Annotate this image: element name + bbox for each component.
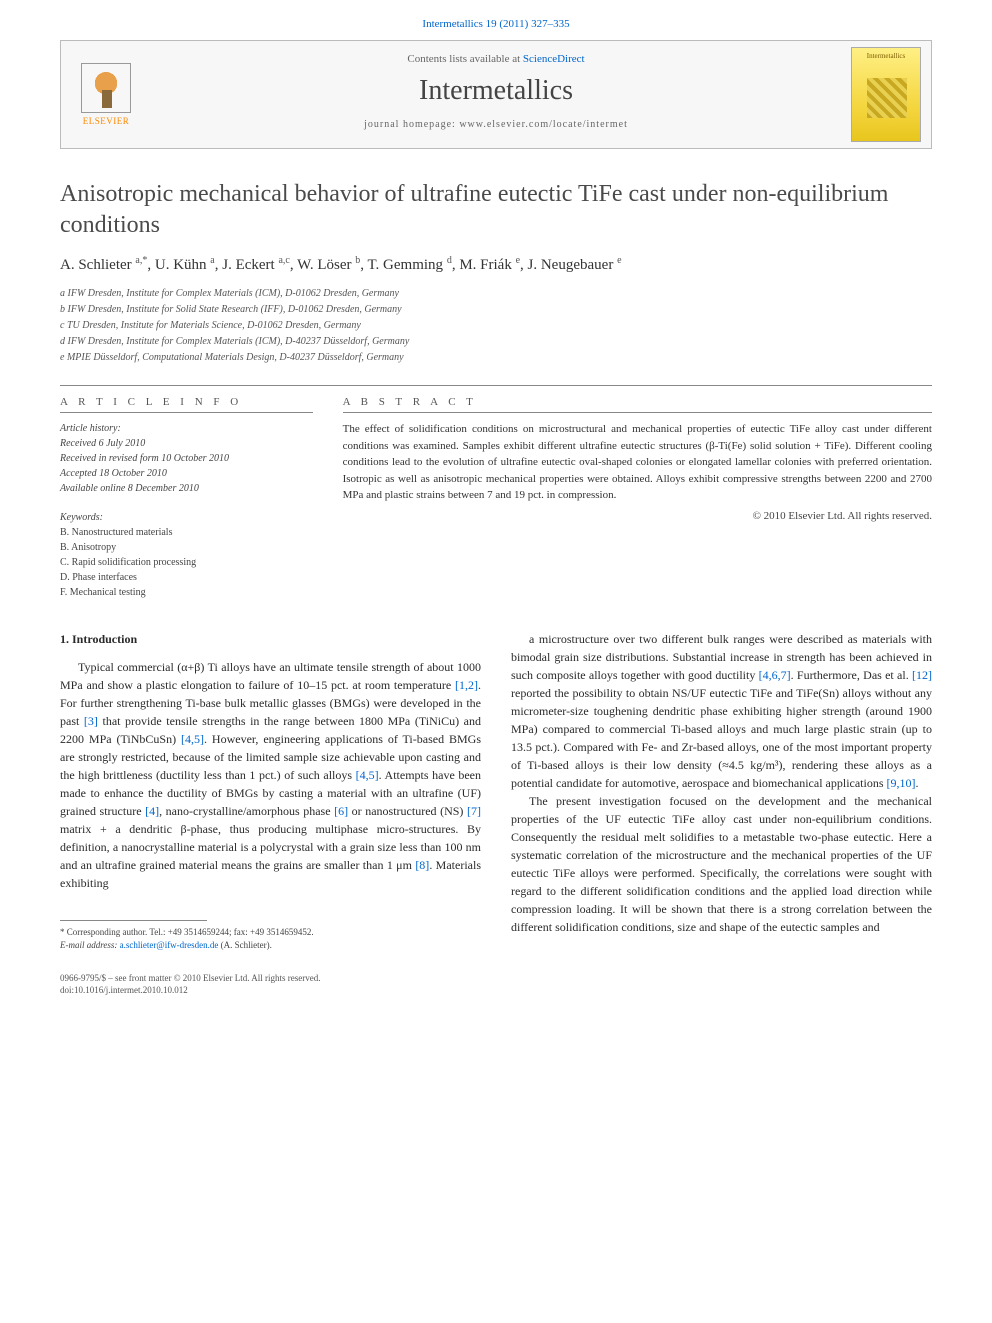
- header-center: Contents lists available at ScienceDirec…: [151, 41, 841, 148]
- article-info-column: A R T I C L E I N F O Article history: R…: [60, 396, 313, 600]
- affiliation-item: c TU Dresden, Institute for Materials Sc…: [60, 318, 932, 333]
- publisher-logo: ELSEVIER: [61, 41, 151, 148]
- intro-paragraph-1: Typical commercial (α+β) Ti alloys have …: [60, 658, 481, 892]
- footer-doi: doi:10.1016/j.intermet.2010.10.012: [60, 984, 932, 997]
- footer-line-1: 0966-9795/$ – see front matter © 2010 El…: [60, 972, 932, 985]
- homepage-url[interactable]: www.elsevier.com/locate/intermet: [459, 119, 628, 130]
- keyword-item: C. Rapid solidification processing: [60, 555, 313, 570]
- journal-cover: Intermetallics: [841, 41, 931, 148]
- article-history: Article history: Received 6 July 2010 Re…: [60, 421, 313, 496]
- homepage-prefix: journal homepage:: [364, 119, 459, 130]
- footnote-email-label: E-mail address:: [60, 940, 120, 950]
- contents-list-line: Contents lists available at ScienceDirec…: [161, 53, 831, 65]
- journal-cover-image: Intermetallics: [851, 47, 921, 142]
- affiliations: a IFW Dresden, Institute for Complex Mat…: [60, 286, 932, 365]
- footnote-separator: [60, 920, 207, 921]
- affiliation-item: e MPIE Düsseldorf, Computational Materia…: [60, 350, 932, 365]
- abstract-header: A B S T R A C T: [343, 396, 932, 413]
- left-column: 1. Introduction Typical commercial (α+β)…: [60, 630, 481, 951]
- keywords-block: Keywords: B. Nanostructured materialsB. …: [60, 510, 313, 600]
- body-columns: 1. Introduction Typical commercial (α+β)…: [60, 630, 932, 951]
- footnote-email-name: (A. Schlieter).: [218, 940, 271, 950]
- article-title: Anisotropic mechanical behavior of ultra…: [60, 179, 932, 241]
- history-received: Received 6 July 2010: [60, 436, 313, 451]
- page-footer: 0966-9795/$ – see front matter © 2010 El…: [60, 972, 932, 997]
- keywords-label: Keywords:: [60, 510, 313, 525]
- contents-prefix: Contents lists available at: [407, 53, 522, 65]
- copyright-line: © 2010 Elsevier Ltd. All rights reserved…: [343, 510, 932, 522]
- keyword-item: B. Anisotropy: [60, 540, 313, 555]
- keyword-item: D. Phase interfaces: [60, 570, 313, 585]
- info-abstract-row: A R T I C L E I N F O Article history: R…: [60, 385, 932, 600]
- abstract-text: The effect of solidification conditions …: [343, 421, 932, 504]
- history-revised: Received in revised form 10 October 2010: [60, 451, 313, 466]
- intro-heading: 1. Introduction: [60, 630, 481, 648]
- homepage-line: journal homepage: www.elsevier.com/locat…: [161, 119, 831, 130]
- sciencedirect-link[interactable]: ScienceDirect: [523, 53, 585, 65]
- citation-line: Intermetallics 19 (2011) 327–335: [0, 0, 992, 40]
- elsevier-tree-icon: [81, 63, 131, 113]
- affiliation-item: d IFW Dresden, Institute for Complex Mat…: [60, 334, 932, 349]
- article-info-header: A R T I C L E I N F O: [60, 396, 313, 413]
- journal-header: ELSEVIER Contents lists available at Sci…: [60, 40, 932, 149]
- history-accepted: Accepted 18 October 2010: [60, 466, 313, 481]
- journal-name: Intermetallics: [161, 75, 831, 107]
- intro-paragraph-2: a microstructure over two different bulk…: [511, 630, 932, 792]
- intro-paragraph-3: The present investigation focused on the…: [511, 792, 932, 936]
- keyword-item: F. Mechanical testing: [60, 585, 313, 600]
- keyword-item: B. Nanostructured materials: [60, 525, 313, 540]
- abstract-column: A B S T R A C T The effect of solidifica…: [343, 396, 932, 600]
- publisher-label: ELSEVIER: [83, 116, 130, 126]
- article-body: Anisotropic mechanical behavior of ultra…: [0, 179, 992, 1037]
- footnote-email-link[interactable]: a.schlieter@ifw-dresden.de: [120, 940, 219, 950]
- authors-line: A. Schlieter a,*, U. Kühn a, J. Eckert a…: [60, 255, 932, 274]
- footnote-corr: * Corresponding author. Tel.: +49 351465…: [60, 926, 481, 939]
- affiliation-item: b IFW Dresden, Institute for Solid State…: [60, 302, 932, 317]
- affiliation-item: a IFW Dresden, Institute for Complex Mat…: [60, 286, 932, 301]
- history-label: Article history:: [60, 421, 313, 436]
- history-online: Available online 8 December 2010: [60, 481, 313, 496]
- right-column: a microstructure over two different bulk…: [511, 630, 932, 951]
- corresponding-author-footnote: * Corresponding author. Tel.: +49 351465…: [60, 926, 481, 951]
